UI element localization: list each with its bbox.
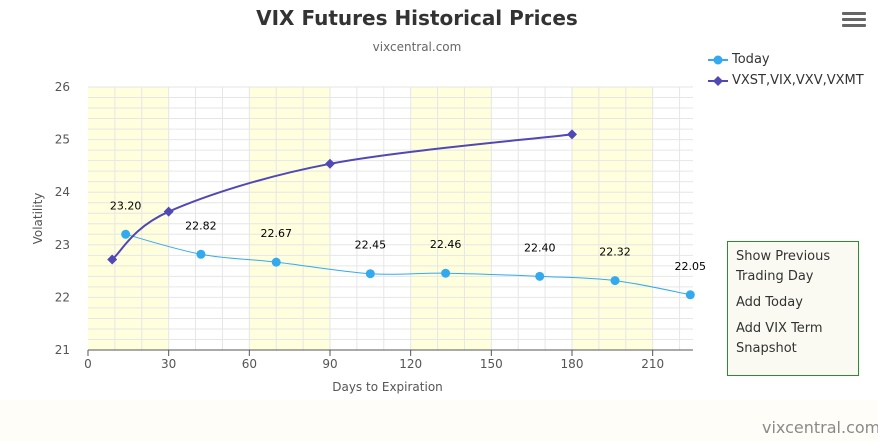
data-point (163, 206, 174, 217)
data-label: 22.45 (355, 239, 387, 252)
y-tick-label: 23 (55, 238, 70, 252)
hamburger-menu-icon[interactable] (842, 10, 866, 32)
x-tick-label: 0 (84, 357, 92, 371)
data-point (610, 276, 620, 286)
data-label: 22.32 (599, 246, 631, 259)
y-tick-label: 26 (55, 80, 70, 94)
x-axis-title: Days to Expiration (332, 380, 443, 394)
data-label: 22.46 (430, 238, 462, 251)
footer-band (0, 400, 878, 441)
x-tick-label: 90 (322, 357, 337, 371)
legend-label-today: Today (732, 52, 770, 67)
y-tick-label: 24 (55, 185, 70, 199)
y-tick-label: 25 (55, 133, 70, 147)
data-point (567, 129, 577, 140)
x-tick-label: 150 (480, 357, 503, 371)
shaded-band-3 (572, 87, 653, 350)
y-tick-label: 22 (55, 290, 70, 304)
chart-title: VIX Futures Historical Prices (256, 6, 578, 30)
legend-label-term: VXST,VIX,VXV,VXMT (732, 73, 864, 88)
data-point (107, 254, 118, 265)
chart-options-menu: Show Previous Trading Day Add Today Add … (727, 241, 859, 376)
data-label: 23.20 (110, 199, 142, 212)
data-point (325, 158, 335, 169)
x-tick-label: 120 (399, 357, 422, 371)
data-point (441, 268, 451, 278)
menu-item-show-previous-day[interactable]: Show Previous Trading Day (736, 249, 831, 284)
data-label: 22.67 (260, 227, 292, 240)
grid-lines (88, 86, 693, 351)
data-point (121, 229, 131, 239)
x-tick-label: 180 (561, 357, 584, 371)
data-point (271, 257, 281, 267)
series-line-1 (111, 133, 573, 261)
legend-item-today[interactable]: Today (708, 50, 864, 70)
data-point (365, 269, 375, 279)
menu-item-add-vix-term-snapshot[interactable]: Add VIX Term Snapshot (736, 321, 823, 356)
data-label: 22.40 (524, 241, 556, 254)
legend-item-term[interactable]: VXST,VIX,VXV,VXMT (708, 71, 864, 91)
legend-circle-icon (708, 55, 728, 65)
series-line-0 (125, 233, 691, 296)
credit-link[interactable]: vixcentral.com (762, 418, 878, 437)
x-tick-label: 210 (641, 357, 664, 371)
chart-subtitle: vixcentral.com (372, 40, 462, 54)
legend-diamond-icon (708, 76, 728, 86)
legend: Today VXST,VIX,VXV,VXMT (708, 50, 864, 92)
x-tick-label: 60 (242, 357, 257, 371)
data-point (685, 290, 695, 300)
y-tick-label: 21 (55, 343, 70, 357)
x-tick-label: 30 (161, 357, 176, 371)
data-label: 22.82 (185, 219, 217, 232)
series-1 (107, 129, 577, 265)
data-point (196, 249, 206, 259)
data-label: 22.05 (675, 260, 707, 273)
shaded-band-2 (410, 87, 492, 350)
menu-item-add-today[interactable]: Add Today (736, 295, 803, 310)
y-axis-title: Volatility (31, 193, 45, 245)
data-point (535, 271, 545, 281)
shaded-band-1 (249, 87, 330, 350)
series-0: 23.20 22.82 22.67 22.45 22.46 22.40 22.32 22.05 (110, 199, 707, 300)
